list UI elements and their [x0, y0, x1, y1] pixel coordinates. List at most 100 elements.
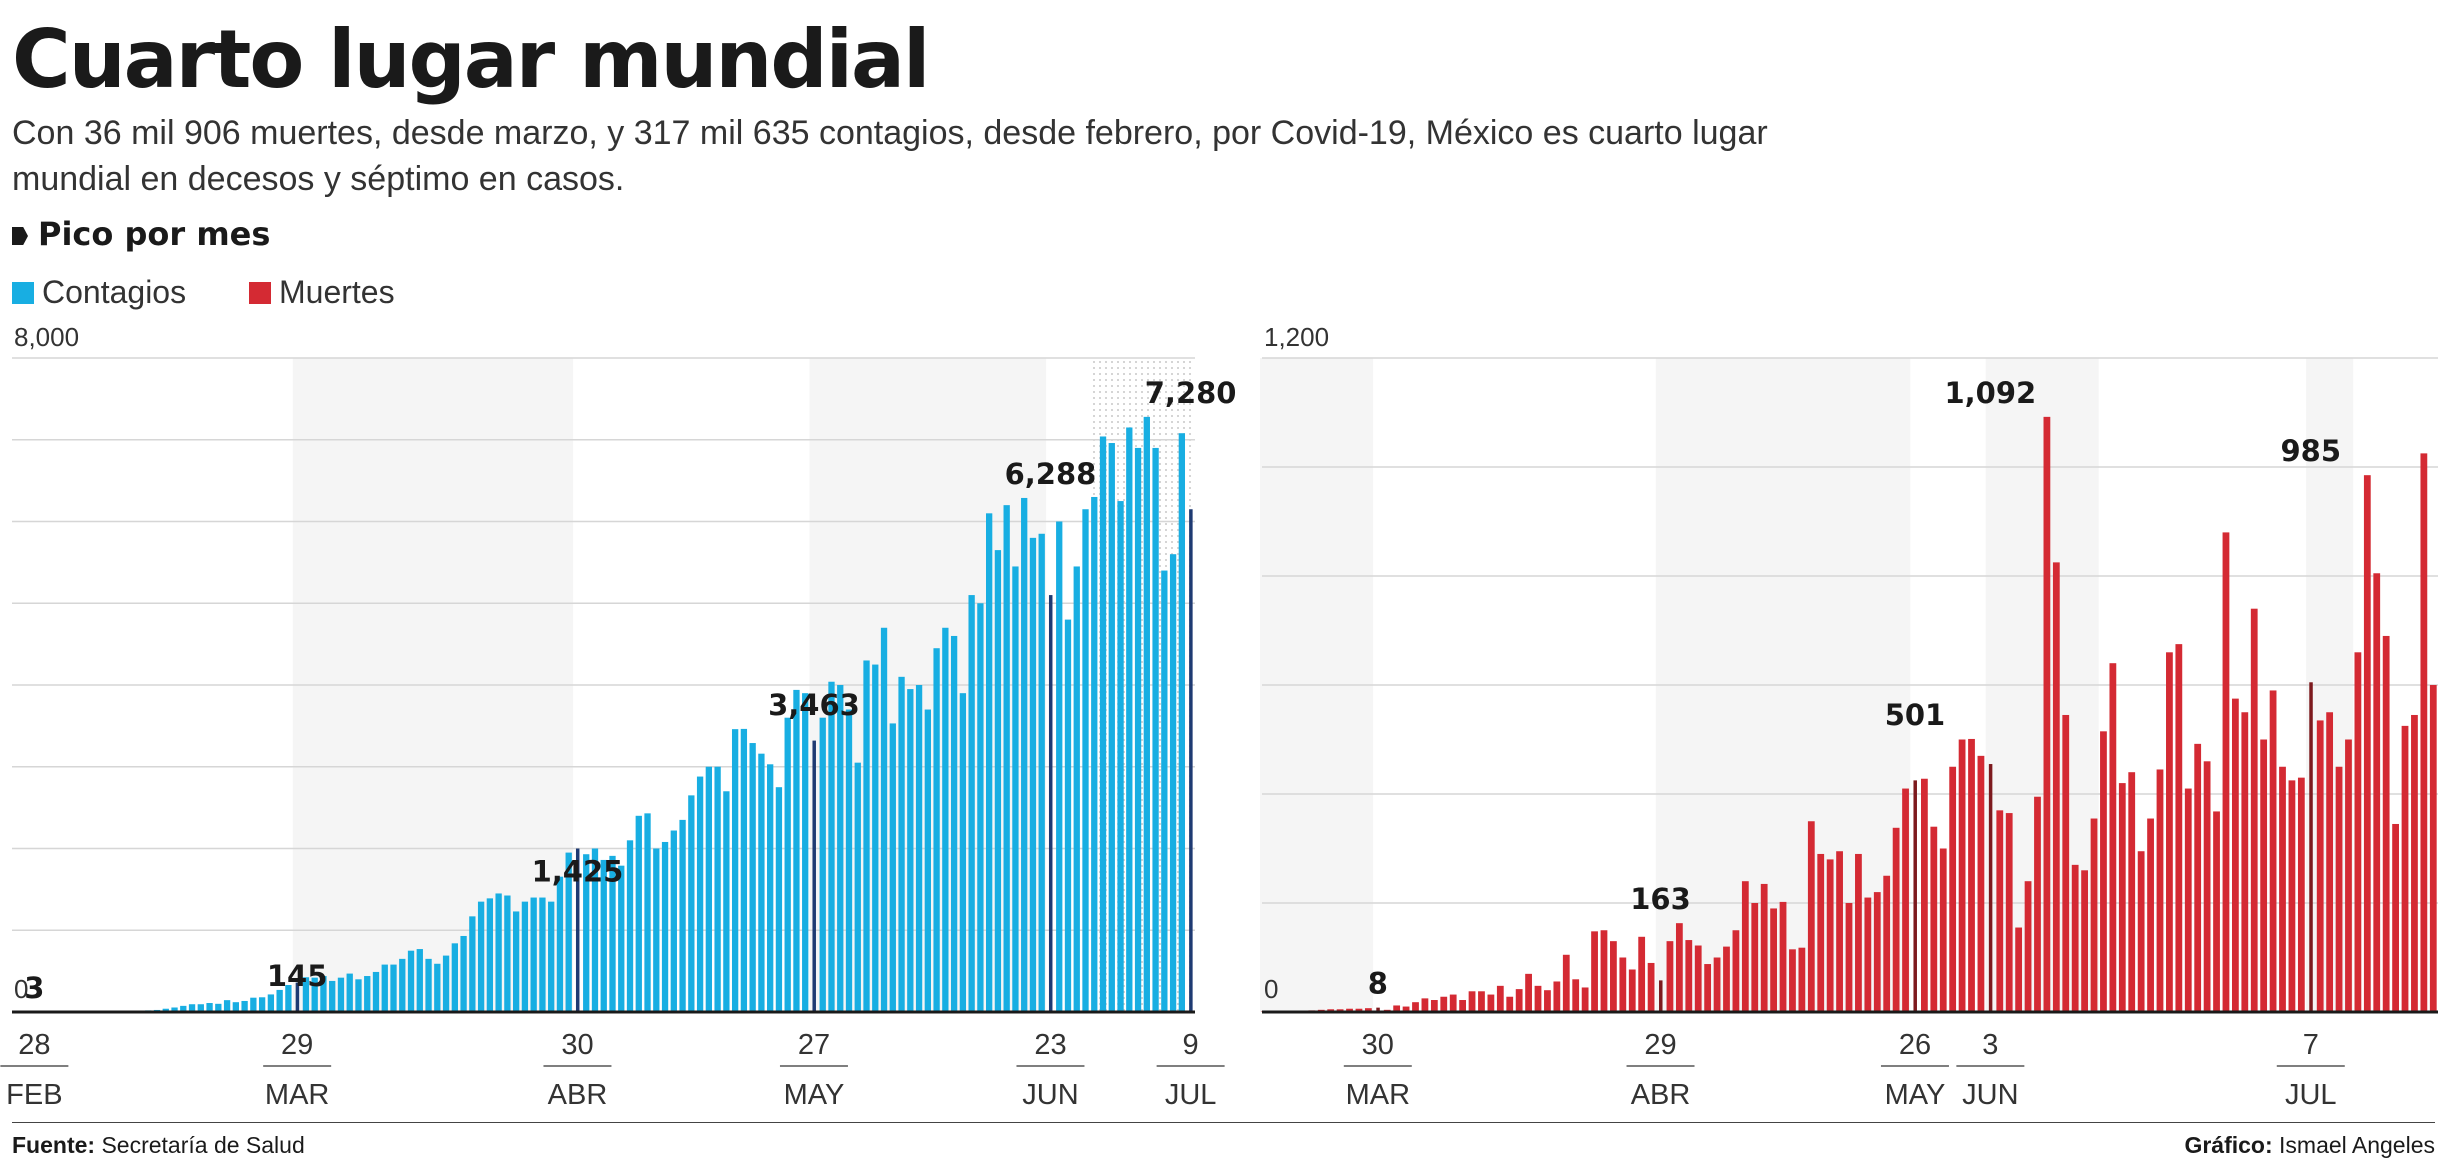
bar-peak-contagios: [295, 982, 300, 1012]
x-tick-day-muertes: 3: [1982, 1029, 1998, 1061]
bar-contagios: [495, 893, 502, 1012]
y-tick-label-muertes: 1,200: [1264, 322, 1329, 352]
bar-contagios: [1099, 436, 1107, 1013]
bar-muertes: [2335, 766, 2343, 1012]
bar-contagios: [845, 709, 853, 1012]
bar-muertes: [2005, 813, 2013, 1012]
bar-contagios: [670, 830, 677, 1012]
bar-contagios: [329, 980, 336, 1012]
bar-muertes: [1760, 883, 1768, 1012]
bar-muertes: [2203, 761, 2211, 1012]
legend-label-muertes: Muertes: [278, 274, 395, 310]
bar-contagios: [819, 717, 826, 1012]
x-tick-month-muertes: JUN: [1962, 1079, 2018, 1111]
bar-contagios: [767, 764, 774, 1012]
bar-muertes: [1864, 897, 1872, 1012]
credit-label: Gráfico:: [2184, 1132, 2273, 1158]
peak-label-muertes: 163: [1630, 882, 1691, 916]
bar-muertes: [1364, 1008, 1372, 1012]
bar-muertes: [1713, 957, 1721, 1012]
bar-contagios: [1143, 416, 1150, 1012]
bar-contagios: [915, 685, 923, 1012]
bar-contagios: [775, 787, 783, 1012]
bar-contagios: [1038, 533, 1045, 1012]
peak-note: Pico por mes: [12, 212, 270, 256]
x-tick-month-contagios: MAR: [265, 1079, 329, 1111]
bar-muertes: [2260, 739, 2268, 1012]
bar-muertes: [1534, 985, 1542, 1012]
bar-contagios: [399, 958, 406, 1012]
peak-label-muertes: 985: [2281, 434, 2342, 468]
bar-muertes: [1694, 945, 1702, 1012]
bar-muertes: [1741, 881, 1749, 1012]
bar-contagios: [854, 762, 861, 1012]
bar-muertes: [2100, 731, 2107, 1012]
x-tick-month-muertes: MAY: [1885, 1079, 1946, 1111]
bar-contagios: [1012, 566, 1019, 1012]
subtitle: Con 36 mil 906 muertes, desde marzo, y 3…: [12, 114, 1768, 198]
bar-muertes: [2326, 712, 2334, 1012]
bar-contagios: [986, 513, 993, 1012]
bar-contagios: [460, 935, 467, 1012]
bar-muertes: [2373, 573, 2381, 1012]
bar-contagios: [661, 841, 669, 1012]
bar-muertes: [2118, 783, 2126, 1012]
bar-contagios: [679, 819, 686, 1012]
bar-muertes: [2363, 475, 2371, 1012]
y-tick-label-contagios: 8,000: [14, 322, 79, 352]
bar-muertes: [1836, 851, 1843, 1012]
bar-contagios: [197, 1004, 204, 1012]
bar-contagios: [390, 964, 397, 1012]
bar-contagios: [1064, 619, 1072, 1012]
bar-muertes: [1628, 969, 1636, 1012]
bar-contagios: [416, 949, 423, 1012]
bar-contagios: [1082, 509, 1089, 1012]
bar-muertes: [1732, 930, 1740, 1012]
bar-contagios: [653, 848, 660, 1012]
bar-contagios: [425, 958, 432, 1012]
bar-muertes: [2137, 851, 2145, 1012]
bar-contagios: [863, 660, 870, 1012]
bar-muertes: [1666, 941, 1674, 1012]
bar-contagios: [1091, 496, 1098, 1013]
bar-muertes: [2184, 788, 2192, 1012]
bar-muertes: [1430, 1000, 1438, 1012]
bar-contagios: [609, 855, 616, 1012]
bar-contagios: [1126, 427, 1133, 1012]
bar-muertes: [1723, 946, 1730, 1012]
x-tick-month-contagios: JUN: [1022, 1079, 1078, 1111]
bar-contagios: [215, 1003, 222, 1012]
bar-muertes: [2194, 743, 2202, 1012]
bar-muertes: [1581, 987, 1589, 1012]
bar-muertes: [1807, 821, 1815, 1012]
bar-muertes: [1440, 996, 1448, 1012]
peak-label-contagios: 3,463: [768, 688, 860, 722]
bar-contagios: [758, 753, 765, 1012]
bar-contagios: [635, 815, 642, 1012]
bar-muertes: [1892, 827, 1900, 1012]
bar-muertes: [2109, 663, 2117, 1012]
bar-contagios: [451, 943, 458, 1012]
bar-muertes: [1638, 936, 1646, 1012]
bar-muertes: [2316, 720, 2324, 1012]
bar-peak-muertes: [1659, 980, 1663, 1012]
bar-contagios: [206, 1003, 213, 1012]
bar-muertes: [2231, 698, 2239, 1012]
bar-contagios: [959, 693, 967, 1012]
bar-contagios: [162, 1008, 169, 1012]
bar-contagios: [250, 997, 257, 1012]
bar-peak-contagios: [575, 848, 580, 1012]
bar-muertes: [2034, 796, 2041, 1012]
bar-muertes: [2250, 608, 2258, 1012]
x-tick-day-contagios: 27: [798, 1029, 830, 1061]
x-tick-month-muertes: MAR: [1346, 1079, 1410, 1111]
bar-contagios: [267, 994, 275, 1012]
bar-contagios: [872, 664, 879, 1012]
bar-contagios: [407, 950, 415, 1012]
bar-muertes: [2081, 870, 2088, 1012]
bar-contagios: [469, 916, 476, 1012]
bar-muertes: [1525, 973, 1532, 1012]
bar-muertes: [1487, 994, 1495, 1012]
bar-muertes: [1675, 923, 1683, 1012]
bar-contagios: [968, 595, 975, 1012]
